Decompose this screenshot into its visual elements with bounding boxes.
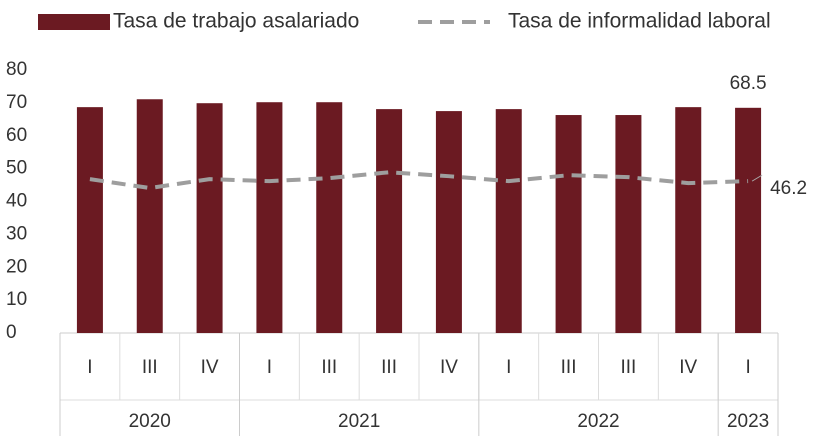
y-tick-label: 0 [6, 322, 17, 343]
bar [555, 115, 582, 333]
x-group-label: 2020 [129, 411, 171, 432]
x-tick-label: III [620, 357, 636, 378]
y-tick-label: 30 [6, 223, 27, 244]
x-tick-label: III [561, 357, 577, 378]
bar [735, 107, 762, 334]
bar [615, 115, 642, 333]
x-tick-label: III [381, 357, 397, 378]
y-tick-label: 60 [6, 125, 27, 146]
y-tick-label: 80 [6, 59, 27, 80]
bar [196, 103, 223, 333]
x-tick-label: I [87, 357, 92, 378]
data-label: 46.2 [770, 178, 807, 199]
y-tick-label: 20 [6, 256, 27, 277]
line [89, 170, 749, 191]
bar [435, 111, 462, 333]
x-tick-label: IV [440, 357, 458, 378]
bar [136, 99, 163, 333]
x-group-label: 2022 [577, 411, 619, 432]
x-tick-label: IV [679, 357, 697, 378]
bar [675, 107, 702, 334]
x-tick-label: III [142, 357, 158, 378]
x-group-label: 2023 [727, 411, 769, 432]
x-group-label: 2021 [338, 411, 380, 432]
x-tick-label: I [267, 357, 272, 378]
bar [256, 102, 283, 333]
y-tick-label: 40 [6, 191, 27, 212]
data-label: 68.5 [730, 73, 767, 94]
bar [316, 102, 343, 333]
legend-label: Tasa de informalidad laboral [508, 10, 771, 33]
bar [376, 109, 403, 333]
bar [76, 107, 103, 334]
x-tick-label: III [321, 357, 337, 378]
y-tick-label: 50 [6, 158, 27, 179]
leader-line [751, 174, 763, 182]
x-tick-label: I [745, 357, 750, 378]
legend-label: Tasa de trabajo asalariado [113, 10, 359, 33]
x-tick-label: IV [201, 357, 219, 378]
bar [495, 109, 522, 333]
x-tick-label: I [506, 357, 511, 378]
y-tick-label: 10 [6, 289, 27, 310]
y-tick-label: 70 [6, 92, 27, 113]
legend-swatch [38, 14, 110, 30]
